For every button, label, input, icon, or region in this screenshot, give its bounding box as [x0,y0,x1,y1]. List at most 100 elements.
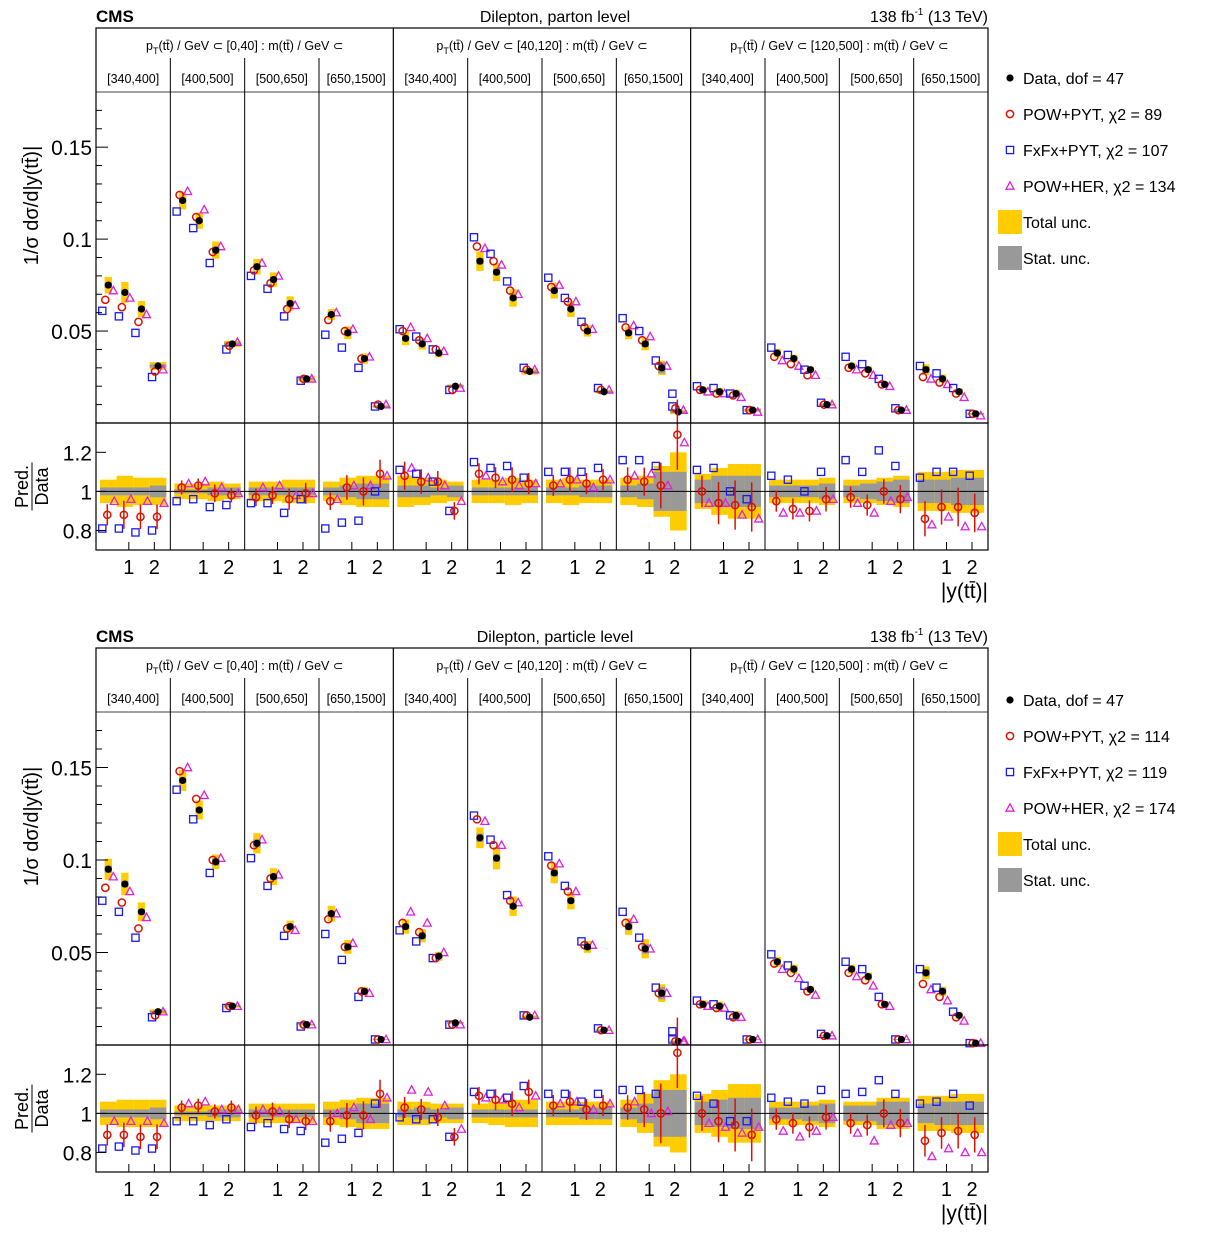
x-axis-label: |y(tt̄)| [941,1202,988,1225]
fxfx-pyt-point [114,1142,124,1151]
data-point [732,389,740,398]
x-tick-label: 2 [669,1179,680,1201]
data-point [476,834,484,842]
pow-her-point [125,1115,136,1126]
pow-her-point [291,489,302,500]
fxfx-pyt-point [668,1027,677,1036]
pow-pyt-point [193,481,203,490]
fxfx-pyt-point [188,494,198,504]
pow-pyt-point [623,475,632,485]
fxfx-pyt-point [502,461,512,471]
mass-bin-label: [400,500] [181,692,233,706]
fxfx-pyt-point [188,815,198,824]
pow-pyt-point [546,861,556,870]
pow-pyt-point [918,979,928,989]
mass-bin-label: [650,1500] [624,692,683,706]
pow-her-point [108,871,119,881]
pow-pyt-point [846,1118,855,1128]
mass-bin-label: [650,1500] [327,692,386,706]
fxfx-pyt-point [634,1085,644,1095]
pow-pyt-point [491,1095,500,1105]
pow-her-point [496,259,507,269]
ratio-tick-label: 0.8 [63,520,92,543]
lumi-superscript: -1 [914,7,923,18]
pow-her-point [273,869,284,879]
pow-pyt-point [136,1132,145,1142]
pow-pyt-point [398,326,407,336]
pt-label-part: p [146,659,153,673]
data-point [327,310,335,319]
pow-pyt-point [920,514,930,524]
fxfx-pyt-point [560,1089,570,1099]
pt-label-part: (tt̄) / GeV ⊂ [0,40] : m(tt̄) / GeV ⊂ [158,659,343,673]
data-point [922,969,930,977]
parton-level-chart: CMS Dilepton, parton level 138 fb-1 (13 Te… [12,7,1176,603]
legend: Data, dof = 47 POW+PYT, χ2 = 114 FxFx+PYT,… [998,693,1176,892]
fxfx-pyt-point [742,1116,751,1126]
x-tick-label: 2 [520,1179,531,1201]
fxfx-pyt-point [783,1097,793,1106]
pow-pyt-point [375,1089,385,1099]
fxfx-pyt-point [932,369,941,378]
lumi-energy: (13 TeV) [923,629,988,646]
pow-her-point [679,1035,690,1045]
x-tick-label: 2 [372,557,383,579]
fxfx-pyt-point [593,463,603,473]
data-point [269,873,278,881]
x-tick-label: 1 [495,1179,506,1201]
data-point [137,305,146,313]
mass-bin-label: [340,400] [404,692,456,706]
pow-her-point [291,1113,302,1124]
fxfx-pyt-point [544,467,553,477]
pow-pyt-point [548,481,558,490]
pow-her-point [108,285,119,295]
data-point [823,1032,831,1040]
data-point [195,217,203,225]
data-point [732,1011,740,1020]
x-tick-label: 1 [792,1179,803,1201]
pow-pyt-point [433,1112,443,1122]
mass-bin-label: [400,500] [776,72,828,86]
pow-her-point [737,1127,748,1137]
fxfx-pyt-point [172,207,181,216]
x-tick-label: 1 [941,1179,952,1201]
data-point [550,287,558,295]
pow-her-point [365,479,376,490]
pow-pyt-point [730,500,740,510]
fxfx-pyt-point [502,277,512,286]
pt-label-part: (tt̄) / GeV ⊂ [120,500] : m(tt̄) / GeV ⊂ [743,659,949,673]
pow-pyt-point [879,1109,889,1118]
pow-her-point [215,240,226,251]
pow-her-point [233,1103,244,1114]
pow-pyt-point [102,510,112,520]
pow-pyt-point [450,1132,459,1142]
fxfx-pyt-point [172,496,181,506]
pow-her-point [406,1084,417,1094]
pow-pyt-point [970,508,980,518]
x-tick-label: 2 [743,1179,754,1201]
data-point [806,985,815,994]
fxfx-pyt-point [188,1116,198,1126]
x-tick-label: 2 [446,557,457,579]
fxfx-pyt-point [783,350,793,360]
x-tick-label: 2 [372,1179,383,1201]
pow-her-point [868,980,879,990]
legend-pow-pyt: POW+PYT, χ2 = 114 [1023,729,1170,746]
pow-pyt-point [268,490,277,500]
pow-her-point [570,296,581,306]
fxfx-pyt-point [411,469,421,479]
pt-bin-label: pT(tt̄) / GeV ⊂ [40,120] : m(tt̄) / GeV … [436,659,647,676]
fxfx-pyt-point [544,852,553,861]
fxfx-pyt-point [445,506,454,516]
pt-label-sub: T [153,666,159,676]
fxfx-pyt-point [147,1144,157,1153]
data-point [864,972,872,981]
pow-her-point [274,479,285,490]
y-tick-label: 0.05 [51,943,92,966]
pow-her-point [124,292,135,302]
x-tick-label: 1 [198,1179,209,1201]
fxfx-pyt-point [131,328,140,338]
data-point [212,858,220,866]
fxfx-pyt-point [147,526,157,535]
mass-bin-label: [650,1500] [921,692,980,706]
